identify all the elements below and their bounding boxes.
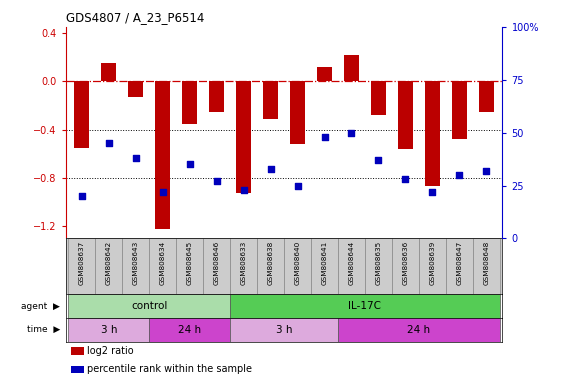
Text: GSM808635: GSM808635 <box>376 241 381 285</box>
Text: 24 h: 24 h <box>407 325 431 335</box>
Bar <box>230 318 338 342</box>
Point <box>401 176 410 182</box>
Text: IL-17C: IL-17C <box>348 301 381 311</box>
Text: log2 ratio: log2 ratio <box>87 346 134 356</box>
Bar <box>365 238 392 294</box>
Bar <box>236 81 251 192</box>
Bar <box>74 81 89 148</box>
Text: control: control <box>131 301 167 311</box>
Text: GSM808638: GSM808638 <box>268 241 274 285</box>
Text: GSM808636: GSM808636 <box>403 241 408 285</box>
Bar <box>290 81 305 144</box>
Bar <box>230 238 257 294</box>
Point <box>347 130 356 136</box>
Text: GSM808648: GSM808648 <box>483 241 489 285</box>
Bar <box>479 81 494 111</box>
Bar <box>473 238 500 294</box>
Text: GSM808637: GSM808637 <box>79 241 85 285</box>
Bar <box>452 81 467 139</box>
Bar <box>230 294 500 318</box>
Point <box>212 178 221 184</box>
Bar <box>338 238 365 294</box>
Text: 3 h: 3 h <box>276 325 292 335</box>
Text: percentile rank within the sample: percentile rank within the sample <box>87 364 252 374</box>
Text: time  ▶: time ▶ <box>27 325 60 334</box>
Text: GSM808647: GSM808647 <box>456 241 463 285</box>
Text: GSM808646: GSM808646 <box>214 241 220 285</box>
Text: 24 h: 24 h <box>178 325 201 335</box>
Bar <box>149 318 230 342</box>
Text: GSM808641: GSM808641 <box>321 241 328 285</box>
Bar <box>419 238 446 294</box>
Bar <box>338 318 500 342</box>
Bar <box>392 238 419 294</box>
Text: GSM808643: GSM808643 <box>133 241 139 285</box>
Point <box>482 168 491 174</box>
Bar <box>69 238 95 294</box>
Text: GSM808639: GSM808639 <box>429 241 435 285</box>
Point <box>266 166 275 172</box>
Point <box>185 161 194 167</box>
Point <box>455 172 464 178</box>
Bar <box>176 238 203 294</box>
Text: GSM808642: GSM808642 <box>106 241 112 285</box>
Point <box>428 189 437 195</box>
Bar <box>425 81 440 187</box>
Bar <box>182 81 197 124</box>
Text: GSM808633: GSM808633 <box>240 241 247 285</box>
Bar <box>102 63 116 81</box>
Text: GDS4807 / A_23_P6514: GDS4807 / A_23_P6514 <box>66 11 204 24</box>
Point <box>131 155 140 161</box>
Point <box>158 189 167 195</box>
Bar <box>257 238 284 294</box>
Bar <box>446 238 473 294</box>
Text: GSM808644: GSM808644 <box>348 241 355 285</box>
Bar <box>95 238 122 294</box>
Text: 3 h: 3 h <box>100 325 117 335</box>
Bar <box>155 81 170 229</box>
Bar <box>209 81 224 111</box>
Bar <box>69 294 230 318</box>
Text: agent  ▶: agent ▶ <box>21 301 60 311</box>
Point <box>320 134 329 140</box>
Bar <box>149 238 176 294</box>
Point <box>104 140 114 146</box>
Bar <box>344 55 359 81</box>
Point <box>77 193 86 199</box>
Bar <box>398 81 413 149</box>
Bar <box>203 238 230 294</box>
Bar <box>128 81 143 97</box>
Text: GSM808640: GSM808640 <box>295 241 300 285</box>
Bar <box>69 318 149 342</box>
Bar <box>284 238 311 294</box>
Bar <box>371 81 386 115</box>
Bar <box>122 238 149 294</box>
Bar <box>311 238 338 294</box>
Point <box>239 187 248 193</box>
Bar <box>317 67 332 81</box>
Point <box>374 157 383 163</box>
Bar <box>263 81 278 119</box>
Point <box>293 182 302 189</box>
Text: GSM808634: GSM808634 <box>160 241 166 285</box>
Text: GSM808645: GSM808645 <box>187 241 192 285</box>
